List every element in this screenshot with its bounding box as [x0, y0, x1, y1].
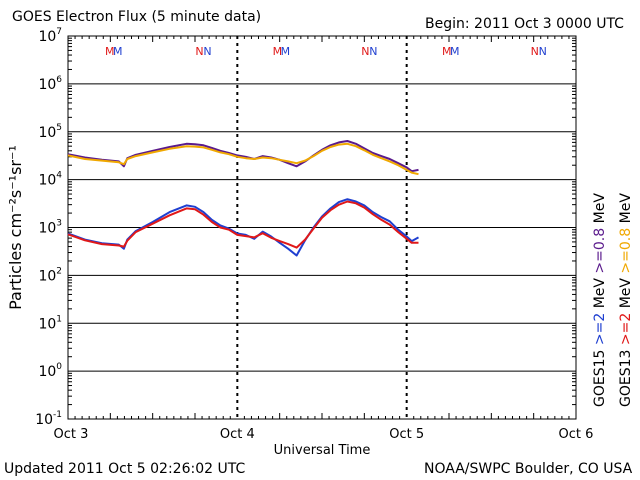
legend-goes15: GOES15 >=2 MeV >=0.8 MeV — [592, 193, 608, 407]
x-axis-label: Universal Time — [274, 443, 371, 458]
y-tick-label: 106 — [38, 75, 62, 93]
begin-date: Begin: 2011 Oct 3 0000 UTC — [425, 16, 624, 32]
orbit-marker-goes15: N — [203, 45, 211, 58]
x-tick-label: Oct 3 — [54, 427, 89, 442]
orbit-marker-goes15: M — [281, 45, 291, 58]
x-tick-label: Oct 4 — [220, 427, 255, 442]
legend-goes13: GOES13 >=2 MeV >=0.8 MeV — [618, 193, 634, 407]
y-tick-label: 101 — [38, 314, 62, 332]
x-tick-label: Oct 5 — [389, 427, 424, 442]
series-line-g15_high — [67, 198, 419, 257]
series-line-g13_low — [67, 142, 419, 176]
chart-title: GOES Electron Flux (5 minute data) — [12, 9, 262, 25]
orbit-marker-goes15: N — [369, 45, 377, 58]
series-line-g15_low — [67, 140, 419, 173]
orbit-marker-goes13: N — [195, 45, 203, 58]
series-line-g13_high — [67, 200, 419, 249]
orbit-marker-goes15: M — [450, 45, 460, 58]
y-tick-label: 107 — [38, 27, 62, 45]
agency-credit: NOAA/SWPC Boulder, CO USA — [424, 461, 633, 477]
orbit-marker-goes13: M — [105, 45, 115, 58]
orbit-marker-goes13: N — [531, 45, 539, 58]
y-tick-label: 10-1 — [35, 410, 62, 428]
y-axis-label: Particles cm⁻²s⁻¹sr⁻¹ — [6, 145, 25, 310]
plot-frame — [67, 35, 577, 420]
orbit-marker-goes13: N — [361, 45, 369, 58]
y-tick-label: 102 — [38, 266, 62, 284]
y-tick-label: 105 — [38, 123, 62, 141]
orbit-marker-goes13: M — [273, 45, 283, 58]
x-tick-label: Oct 6 — [559, 427, 594, 442]
y-tick-label: 100 — [38, 362, 62, 380]
orbit-marker-goes15: M — [113, 45, 123, 58]
y-tick-label: 103 — [38, 219, 62, 237]
orbit-marker-goes15: N — [539, 45, 547, 58]
orbit-marker-goes13: M — [442, 45, 452, 58]
updated-timestamp: Updated 2011 Oct 5 02:26:02 UTC — [4, 461, 246, 477]
y-tick-label: 104 — [38, 171, 62, 189]
